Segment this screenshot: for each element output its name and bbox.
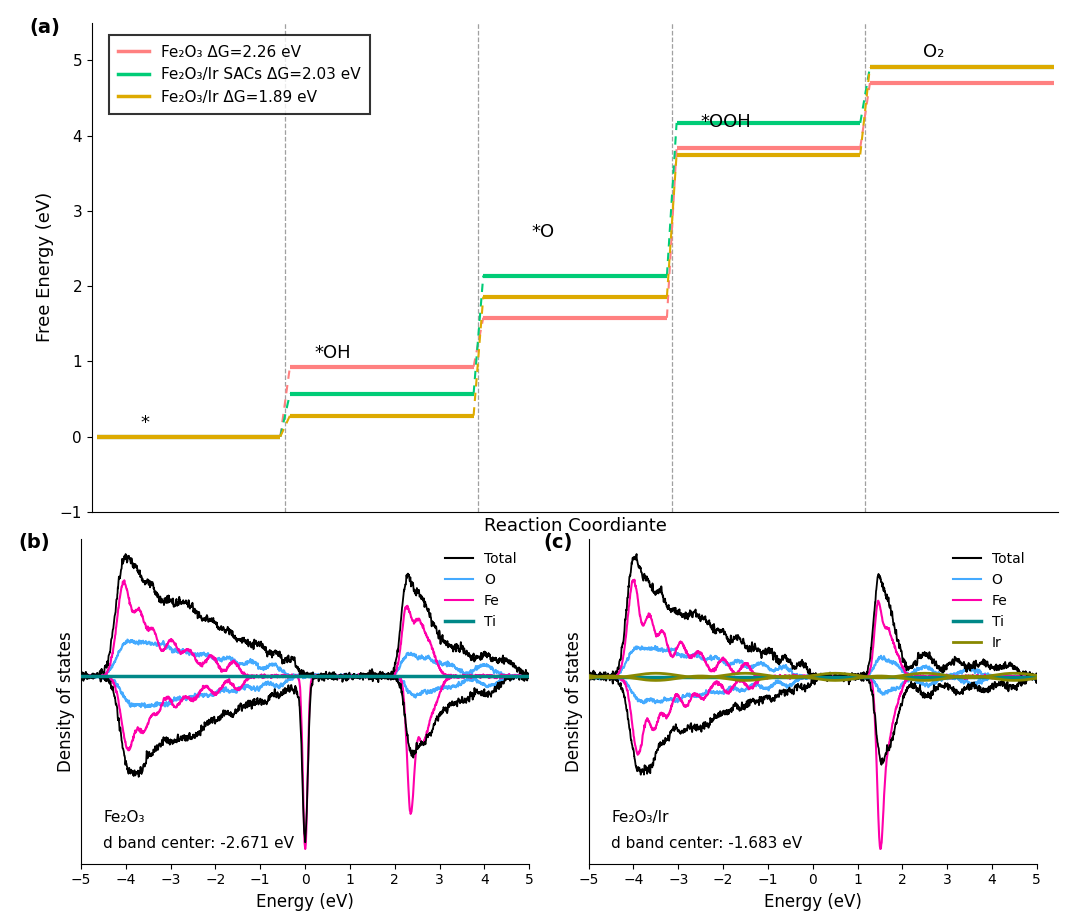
Text: *OH: *OH [314,345,351,362]
Legend: Fe₂O₃ ΔG=2.26 eV, Fe₂O₃/Ir SACs ΔG=2.03 eV, Fe₂O₃/Ir ΔG=1.89 eV: Fe₂O₃ ΔG=2.26 eV, Fe₂O₃/Ir SACs ΔG=2.03 … [109,36,369,114]
Text: Fe₂O₃: Fe₂O₃ [104,810,145,824]
Text: d band center: -1.683 eV: d band center: -1.683 eV [611,835,802,851]
Legend: Total, O, Fe, Ti, Ir: Total, O, Fe, Ti, Ir [947,547,1030,655]
Y-axis label: Free Energy (eV): Free Energy (eV) [36,192,54,343]
Text: d band center: -2.671 eV: d band center: -2.671 eV [104,835,295,851]
X-axis label: Energy (eV): Energy (eV) [256,893,354,911]
X-axis label: Reaction Coordiante: Reaction Coordiante [484,517,666,536]
Text: Fe₂O₃/Ir: Fe₂O₃/Ir [611,810,669,824]
Y-axis label: Density of states: Density of states [57,632,76,771]
X-axis label: Energy (eV): Energy (eV) [764,893,862,911]
Text: (c): (c) [543,533,573,552]
Text: *: * [140,413,149,431]
Text: (b): (b) [18,533,50,552]
Text: *O: *O [531,223,555,241]
Text: O₂: O₂ [923,43,944,60]
Legend: Total, O, Fe, Ti: Total, O, Fe, Ti [440,547,523,634]
Text: (a): (a) [29,18,59,37]
Text: *OOH: *OOH [701,112,752,131]
Y-axis label: Density of states: Density of states [565,632,583,771]
